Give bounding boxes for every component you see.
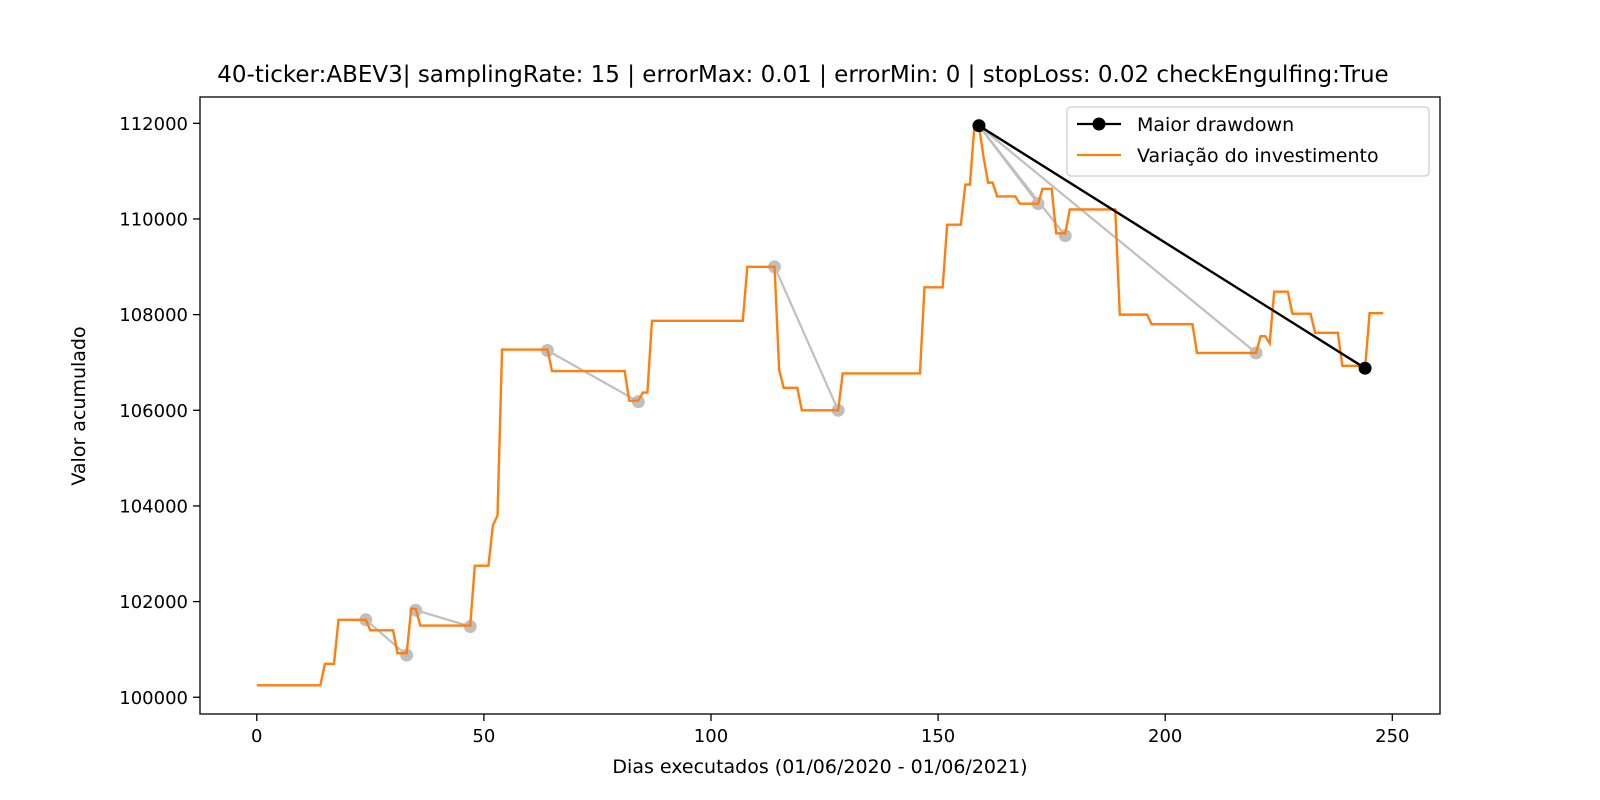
y-tick-label-106000: 106000 (119, 401, 188, 422)
y-tick-label-102000: 102000 (119, 592, 188, 613)
x-tick-label-200: 200 (1148, 726, 1182, 747)
y-tick-label-104000: 104000 (119, 496, 188, 517)
drawdown-segment-0-point-1 (400, 648, 414, 662)
chart-title: 40-ticker:ABEV3| samplingRate: 15 | erro… (217, 62, 1388, 88)
maior-drawdown-point-1 (1358, 361, 1372, 375)
y-axis-ticks: 100000 102000 104000 106000 108000 110000 1120… (119, 114, 200, 709)
y-tick-label-110000: 110000 (119, 209, 188, 230)
series-line-maior-drawdown (978, 124, 1366, 370)
x-tick-label-0: 0 (251, 726, 262, 747)
x-axis-label: Dias executados (01/06/2020 - 01/06/2021… (612, 756, 1027, 778)
x-axis-ticks: 0 50 100 150 200 250 (251, 714, 1409, 747)
x-tick-label-150: 150 (921, 726, 955, 747)
drawdown-segment-3 (773, 266, 840, 411)
legend-marker-maior-drawdown (1092, 117, 1106, 131)
chart-legend: Maior drawdown Variação do investimento (1066, 106, 1430, 177)
legend-label-variacao-do-investimento: Variação do investimento (1137, 145, 1379, 167)
drawdown-segment-1 (415, 609, 471, 628)
y-tick-label-112000: 112000 (119, 114, 188, 135)
y-tick-label-100000: 100000 (119, 688, 188, 709)
plot-area (256, 119, 1384, 687)
maior-drawdown-point-0 (972, 119, 986, 133)
y-axis-label: Valor acumulado (68, 326, 90, 485)
legend-box (1066, 106, 1430, 177)
x-tick-label-50: 50 (472, 726, 495, 747)
drawdown-segment-5 (978, 125, 1067, 237)
legend-label-maior-drawdown: Maior drawdown (1137, 114, 1294, 136)
x-tick-label-250: 250 (1375, 726, 1409, 747)
x-tick-label-100: 100 (694, 726, 728, 747)
plot-frame (199, 96, 1441, 715)
series-line-variacao-do-investimento (256, 124, 1384, 687)
y-tick-label-108000: 108000 (119, 305, 188, 326)
drawdown-segment-2 (546, 349, 639, 403)
drawdown-segment-0 (365, 618, 408, 657)
